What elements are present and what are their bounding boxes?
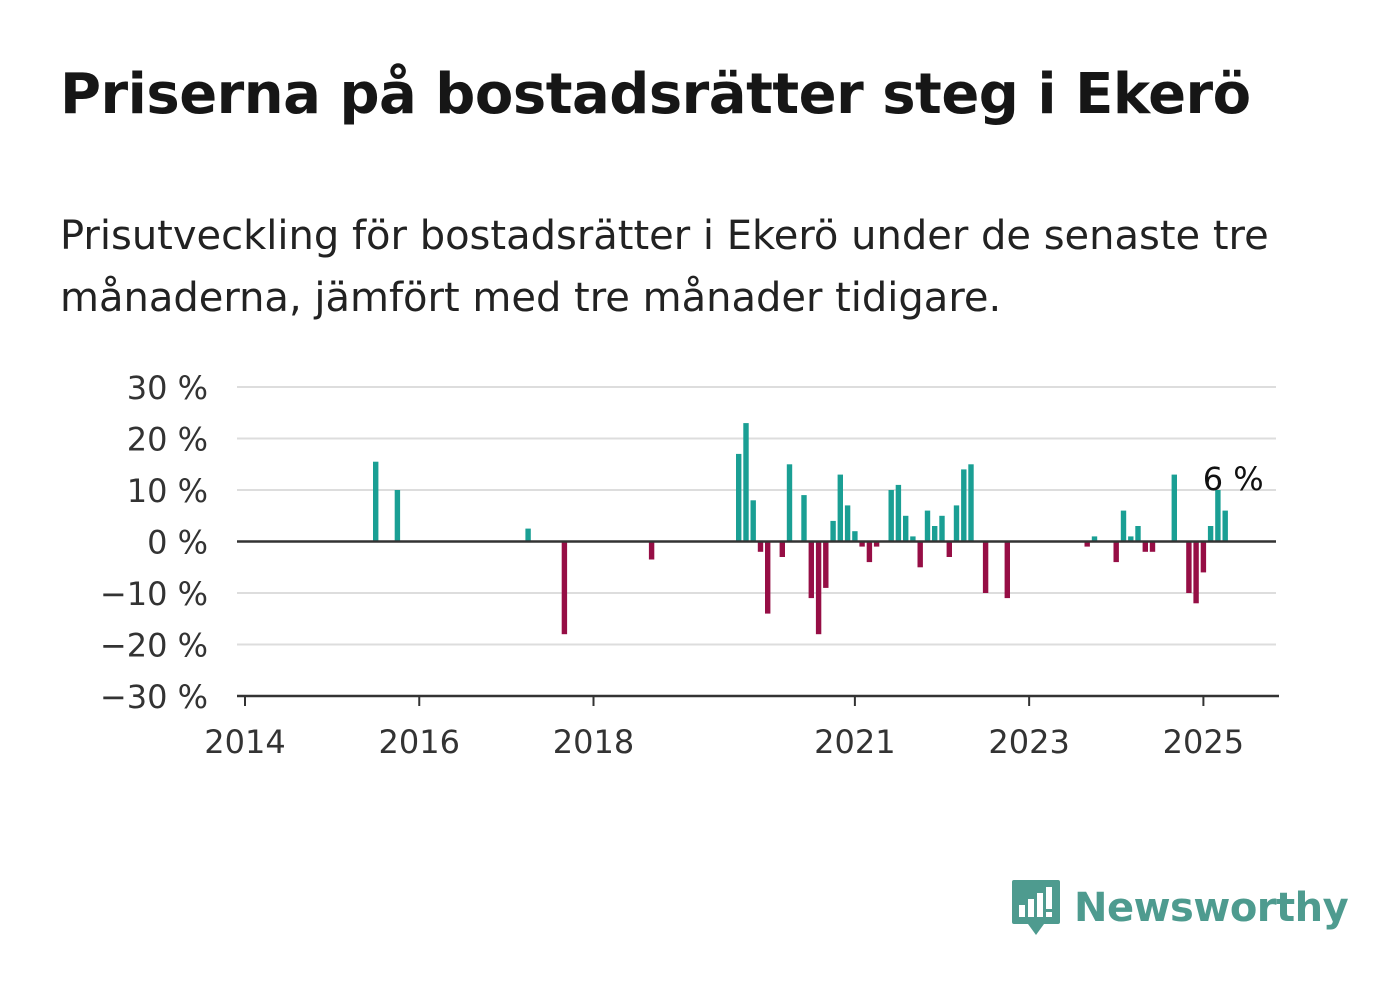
bar <box>1091 536 1098 542</box>
bar <box>903 515 909 542</box>
bar <box>801 495 807 542</box>
bar <box>932 526 938 542</box>
bar <box>750 500 756 542</box>
bar <box>648 541 655 560</box>
x-tick-label: 2016 <box>379 723 460 761</box>
bar <box>1171 474 1177 542</box>
chart-title: Priserna på bostadsrätter steg i Ekerö <box>60 62 1251 127</box>
axes <box>237 540 1279 698</box>
y-tick-label: 10 % <box>127 472 208 510</box>
y-tick-label: −20 % <box>100 627 208 665</box>
bar <box>736 453 742 542</box>
bar <box>895 484 902 542</box>
bar <box>830 520 836 542</box>
bar <box>917 541 923 568</box>
bar <box>765 541 771 614</box>
bar <box>1142 541 1148 552</box>
bar <box>757 541 764 552</box>
bar <box>924 510 931 542</box>
bar <box>1186 541 1192 593</box>
bar <box>873 541 880 547</box>
bar <box>815 541 822 635</box>
y-axis-ticks: −30 % −20 % −10 % 0 % 10 % 20 % 30 % <box>100 369 208 716</box>
bar <box>953 505 960 542</box>
bar <box>1149 541 1156 552</box>
bar <box>1084 541 1090 547</box>
newsworthy-logo: Newsworthy <box>1010 878 1349 938</box>
x-tick-label: 2021 <box>814 723 895 761</box>
newsworthy-logo-icon <box>1012 880 1060 935</box>
bar <box>823 541 829 588</box>
bar <box>808 541 814 599</box>
bar <box>859 541 865 547</box>
bar <box>968 464 974 542</box>
bar <box>525 528 531 542</box>
bar <box>1193 541 1199 604</box>
bar <box>837 474 843 542</box>
y-tick-label: −30 % <box>100 678 208 716</box>
bar <box>852 531 858 542</box>
x-axis-ticks: 2014 2016 2018 2021 2023 2025 <box>204 696 1244 761</box>
bar <box>1128 536 1134 542</box>
bar <box>910 536 916 542</box>
x-tick-label: 2014 <box>204 723 285 761</box>
x-tick-label: 2023 <box>988 723 1069 761</box>
bar <box>844 505 851 542</box>
bar <box>939 515 945 542</box>
bar <box>561 541 568 635</box>
annotations: 6 % <box>1203 460 1264 498</box>
bar <box>1222 510 1228 542</box>
newsworthy-logo-text: Newsworthy <box>1074 885 1349 931</box>
y-tick-label: −10 % <box>100 575 208 613</box>
bar <box>1200 541 1207 573</box>
bar <box>1120 510 1127 542</box>
x-tick-label: 2025 <box>1163 723 1244 761</box>
bar <box>1135 526 1141 542</box>
chart-subtitle: Prisutveckling för bostadsrätter i Ekerö… <box>60 213 1269 321</box>
bar <box>982 541 989 593</box>
bar <box>373 461 379 542</box>
bar <box>961 469 967 542</box>
bar <box>1215 490 1221 542</box>
bar <box>786 464 793 542</box>
annotation-label: 6 % <box>1203 460 1264 498</box>
y-tick-label: 20 % <box>127 421 208 459</box>
bar <box>1004 541 1010 599</box>
bar <box>1207 526 1214 542</box>
bar <box>779 541 785 557</box>
y-tick-label: 0 % <box>147 524 208 562</box>
x-tick-label: 2018 <box>553 723 634 761</box>
bar <box>888 490 894 542</box>
bar <box>1113 541 1119 563</box>
bar <box>866 541 873 563</box>
bar <box>394 490 401 542</box>
bar <box>946 541 952 557</box>
bars <box>373 423 1228 635</box>
bar <box>743 423 749 542</box>
y-tick-label: 30 % <box>127 369 208 407</box>
